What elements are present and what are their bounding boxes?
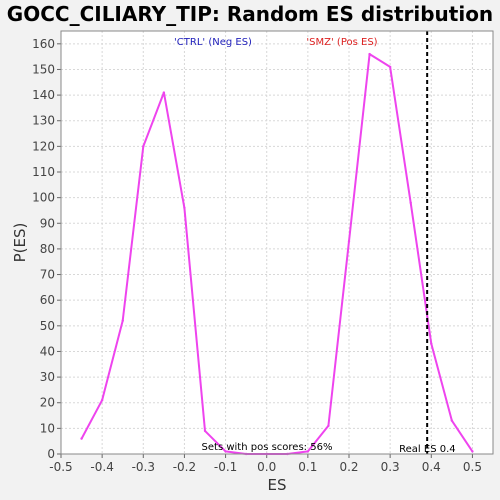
y-tick-label: 10 [40, 421, 55, 435]
data-point [162, 91, 166, 94]
data-point [347, 240, 351, 243]
x-tick-label: 0.3 [381, 460, 400, 474]
plot-area [61, 31, 493, 454]
data-point [471, 450, 474, 453]
x-axis-title: ES [268, 476, 287, 494]
y-tick-label: 100 [32, 191, 55, 205]
axis-layer: -0.5 -0.4 -0.3 -0.2 -0.1 0.0 0.1 0.2 0.3 0.4 0.5 0 1… [11, 37, 482, 494]
y-tick-label: 60 [40, 293, 55, 307]
data-point [450, 419, 454, 422]
data-point [121, 319, 124, 322]
data-point [203, 429, 207, 433]
data-point [306, 450, 310, 453]
data-point [368, 52, 371, 56]
data-point [100, 398, 104, 402]
data-point [327, 424, 330, 427]
annotation-layer: Real ES 0.4 'CTRL' (Neg ES) 'SMZ' (Pos ES)… [174, 31, 456, 455]
x-tick-label: -0.4 [90, 460, 113, 474]
neg-es-annotation: 'CTRL' (Neg ES) [174, 37, 252, 48]
data-point [224, 450, 227, 453]
y-tick-label: 50 [40, 319, 55, 333]
plot-frame [60, 30, 494, 455]
data-point [388, 65, 392, 69]
x-tick-label: 0.1 [298, 460, 317, 474]
y-tick-label: 140 [32, 88, 55, 102]
chart-title: GOCC_CILIARY_TIP: Random ES distribution [6, 2, 494, 26]
y-tick-label: 20 [40, 396, 55, 410]
x-tick-label: 0.4 [422, 460, 441, 474]
real-es-label: Real ES 0.4 [399, 444, 455, 455]
y-tick-label: 40 [40, 344, 55, 358]
y-tick-label: 110 [32, 165, 55, 179]
x-tick-label: -0.5 [49, 460, 72, 474]
pos-scores-annotation: Sets with pos scores: 56% [202, 442, 333, 453]
y-tick-label: 80 [40, 242, 55, 256]
grid-layer [60, 31, 493, 455]
y-axis-title: P(ES) [11, 223, 29, 263]
y-tick-label: 70 [40, 268, 55, 282]
data-point [430, 342, 433, 345]
data-point [80, 437, 83, 440]
y-tick-label: 120 [32, 139, 55, 153]
y-tick-label: 150 [32, 62, 55, 76]
data-point [142, 145, 145, 148]
y-tick-label: 130 [32, 114, 55, 128]
x-tick-label: 0.2 [339, 460, 358, 474]
x-tick-label: 0.5 [463, 460, 482, 474]
data-point [183, 206, 186, 210]
y-tick-label: 90 [40, 216, 55, 230]
data-point [409, 201, 412, 204]
x-tick-label: 0.0 [257, 460, 276, 474]
y-tick-label: 30 [40, 370, 55, 384]
x-tick-label: -0.1 [214, 460, 237, 474]
y-tick-label: 160 [32, 37, 55, 51]
x-tick-label: -0.2 [173, 460, 196, 474]
y-tick-label: 0 [47, 447, 55, 461]
x-tick-label: -0.3 [132, 460, 155, 474]
pos-es-annotation: 'SMZ' (Pos ES) [306, 37, 377, 48]
